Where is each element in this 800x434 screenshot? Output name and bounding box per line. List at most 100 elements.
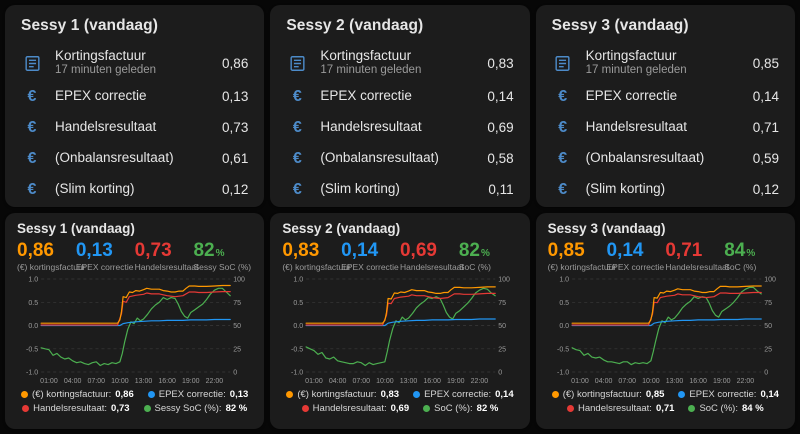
- svg-text:25: 25: [764, 346, 772, 353]
- legend-label: (€) kortingsfactuur:: [562, 388, 642, 400]
- card-title: Sessy 3 (vandaag): [547, 221, 666, 236]
- legend-value: 0,13: [229, 388, 249, 400]
- svg-text:50: 50: [499, 323, 507, 330]
- svg-text:75: 75: [764, 300, 772, 307]
- legend-dot-icon: [301, 404, 309, 412]
- entity-row-slim-korting[interactable]: (Slim korting) 0,11: [284, 174, 515, 205]
- entity-row-kortingsfactuur[interactable]: Kortingsfactuur 17 minuten geleden 0,86: [19, 45, 250, 81]
- stat-label: SoC (%): [458, 261, 491, 272]
- line-chart[interactable]: 1.0 0.5 0.0 -0.5 -1.0 100 75 50 25 0 01:00 04:00 07:…: [548, 274, 783, 386]
- entity-card-sessy-3: Sessy 3 (vandaag) Kortingsfactuur 17 min…: [535, 5, 795, 207]
- svg-text:07:00: 07:00: [353, 378, 371, 385]
- legend-dot-icon: [286, 390, 294, 398]
- stat-label: (€) kortingsfactuur: [17, 261, 86, 272]
- svg-text:19:00: 19:00: [713, 378, 731, 385]
- svg-text:07:00: 07:00: [87, 378, 105, 385]
- entity-row-handelsresultaat[interactable]: Handelsresultaat 0,71: [550, 112, 781, 143]
- stat-value: 0,69: [399, 240, 437, 261]
- legend-item-epex-correctie[interactable]: EPEX correctie: 0,14: [413, 389, 514, 400]
- svg-text:50: 50: [233, 323, 241, 330]
- euro-icon: [21, 119, 43, 137]
- entity-row-epex-correctie[interactable]: EPEX correctie 0,13: [19, 81, 250, 112]
- svg-text:10:00: 10:00: [376, 378, 394, 385]
- entity-value: 0,61: [222, 151, 249, 166]
- stat-soc: 82% Sessy SoC (%): [193, 241, 252, 272]
- stat-label: EPEX correctie: [341, 261, 399, 272]
- chart-legend: (€) kortingsfactuur: 0,85 EPEX correctie:…: [548, 389, 783, 414]
- entity-secondary: 17 minuten geleden: [55, 64, 157, 77]
- legend-item-soc[interactable]: SoC (%): 84 %: [688, 403, 764, 414]
- svg-text:0.0: 0.0: [559, 323, 569, 330]
- svg-text:100: 100: [499, 276, 511, 283]
- entity-row-epex-correctie[interactable]: EPEX correctie 0,14: [284, 81, 515, 112]
- entity-value: 0,73: [222, 120, 249, 135]
- svg-text:1.0: 1.0: [559, 276, 569, 283]
- euro-icon: [552, 150, 574, 168]
- legend-item-handelsresultaat[interactable]: Handelsresultaat: 0,69: [301, 402, 409, 414]
- entity-row-epex-correctie[interactable]: EPEX correctie 0,14: [550, 81, 781, 112]
- legend-item-kortingsfactuur[interactable]: (€) kortingsfactuur: 0,86: [21, 389, 134, 400]
- entity-value: 0,13: [222, 89, 249, 104]
- chart-legend: (€) kortingsfactuur: 0,83 EPEX correctie:…: [282, 389, 517, 414]
- euro-icon: [286, 150, 308, 168]
- entity-label: (Slim korting): [585, 181, 666, 197]
- entity-card-sessy-1: Sessy 1 (vandaag) Kortingsfactuur 17 min…: [5, 5, 265, 207]
- stat-kortingsfactuur: 0,86 (€) kortingsfactuur: [17, 241, 86, 272]
- legend-value: 0,14: [760, 388, 779, 400]
- stat-label: Handelsresultaat: [134, 261, 199, 272]
- svg-text:-1.0: -1.0: [26, 369, 38, 376]
- svg-text:01:00: 01:00: [571, 378, 589, 385]
- legend-label: (€) kortingsfactuur:: [297, 388, 377, 400]
- legend-value: 82 %: [225, 402, 248, 414]
- entity-value: 0,69: [487, 120, 514, 135]
- svg-text:75: 75: [499, 300, 507, 307]
- legend-value: 0,71: [655, 402, 675, 414]
- entity-row-slim-korting[interactable]: (Slim korting) 0,12: [550, 174, 781, 205]
- stat-label: EPEX correctie: [606, 261, 665, 272]
- legend-label: Handelsresultaat:: [312, 402, 387, 414]
- legend-item-handelsresultaat[interactable]: Handelsresultaat: 0,73: [22, 403, 130, 414]
- entity-row-kortingsfactuur[interactable]: Kortingsfactuur 17 minuten geleden 0,85: [550, 45, 781, 81]
- svg-text:13:00: 13:00: [665, 378, 683, 385]
- svg-text:75: 75: [233, 300, 241, 307]
- receipt-icon: [21, 54, 43, 73]
- entity-row-handelsresultaat[interactable]: Handelsresultaat 0,69: [284, 112, 515, 143]
- entity-row-onbalansresultaat[interactable]: (Onbalansresultaat) 0,59: [550, 143, 781, 174]
- entity-label: (Onbalansresultaat): [585, 150, 705, 166]
- entity-label: (Slim korting): [55, 181, 135, 197]
- svg-text:22:00: 22:00: [206, 378, 224, 385]
- legend-item-epex-correctie[interactable]: EPEX correctie: 0,13: [147, 388, 249, 400]
- euro-icon: [552, 119, 574, 137]
- stat-handelsresultaat: 0,71 Handelsresultaat: [665, 241, 729, 272]
- entity-texts: Kortingsfactuur 17 minuten geleden: [586, 48, 741, 78]
- legend-item-kortingsfactuur[interactable]: (€) kortingsfactuur: 0,83: [286, 389, 399, 400]
- card-title: Sessy 3 (vandaag): [551, 17, 689, 34]
- line-chart[interactable]: 1.0 0.5 0.0 -0.5 -1.0 100 75 50 25 0 01:00 04:00 07:…: [17, 274, 252, 386]
- svg-text:1.0: 1.0: [28, 276, 38, 283]
- legend-label: SoC (%):: [434, 402, 473, 414]
- entity-texts: Kortingsfactuur 17 minuten geleden: [320, 48, 475, 78]
- stat-value: 0,73: [134, 240, 172, 261]
- line-chart[interactable]: 1.0 0.5 0.0 -0.5 -1.0 100 75 50 25 0 01:00 04:00 07:…: [282, 274, 517, 386]
- entity-row-slim-korting[interactable]: (Slim korting) 0,12: [19, 174, 250, 205]
- legend-item-soc[interactable]: SoC (%): 82 %: [423, 403, 498, 414]
- svg-text:50: 50: [764, 323, 772, 330]
- svg-text:0: 0: [233, 369, 237, 376]
- svg-text:13:00: 13:00: [400, 378, 418, 385]
- entity-row-onbalansresultaat[interactable]: (Onbalansresultaat) 0,61: [19, 143, 250, 174]
- stat-suffix: %: [215, 248, 225, 259]
- entity-secondary: 17 minuten geleden: [320, 64, 422, 77]
- entity-texts: Kortingsfactuur 17 minuten geleden: [55, 48, 210, 78]
- entity-row-onbalansresultaat[interactable]: (Onbalansresultaat) 0,58: [284, 143, 515, 174]
- legend-item-handelsresultaat[interactable]: Handelsresultaat: 0,71: [567, 403, 674, 414]
- legend-item-soc[interactable]: Sessy SoC (%): 82 %: [143, 402, 248, 414]
- legend-item-epex-correctie[interactable]: EPEX correctie: 0,14: [678, 389, 779, 400]
- svg-text:13:00: 13:00: [135, 378, 153, 385]
- entity-row-kortingsfactuur[interactable]: Kortingsfactuur 17 minuten geleden 0,83: [284, 45, 515, 81]
- legend-item-kortingsfactuur[interactable]: (€) kortingsfactuur: 0,85: [551, 388, 664, 400]
- chart-card-sessy-3: Sessy 3 (vandaag) 0,85 (€) kortingsfactu…: [535, 213, 795, 429]
- euro-icon: [286, 119, 308, 137]
- entity-row-handelsresultaat[interactable]: Handelsresultaat 0,73: [19, 112, 250, 143]
- svg-text:100: 100: [233, 276, 245, 283]
- entity-label: EPEX correctie: [55, 88, 147, 104]
